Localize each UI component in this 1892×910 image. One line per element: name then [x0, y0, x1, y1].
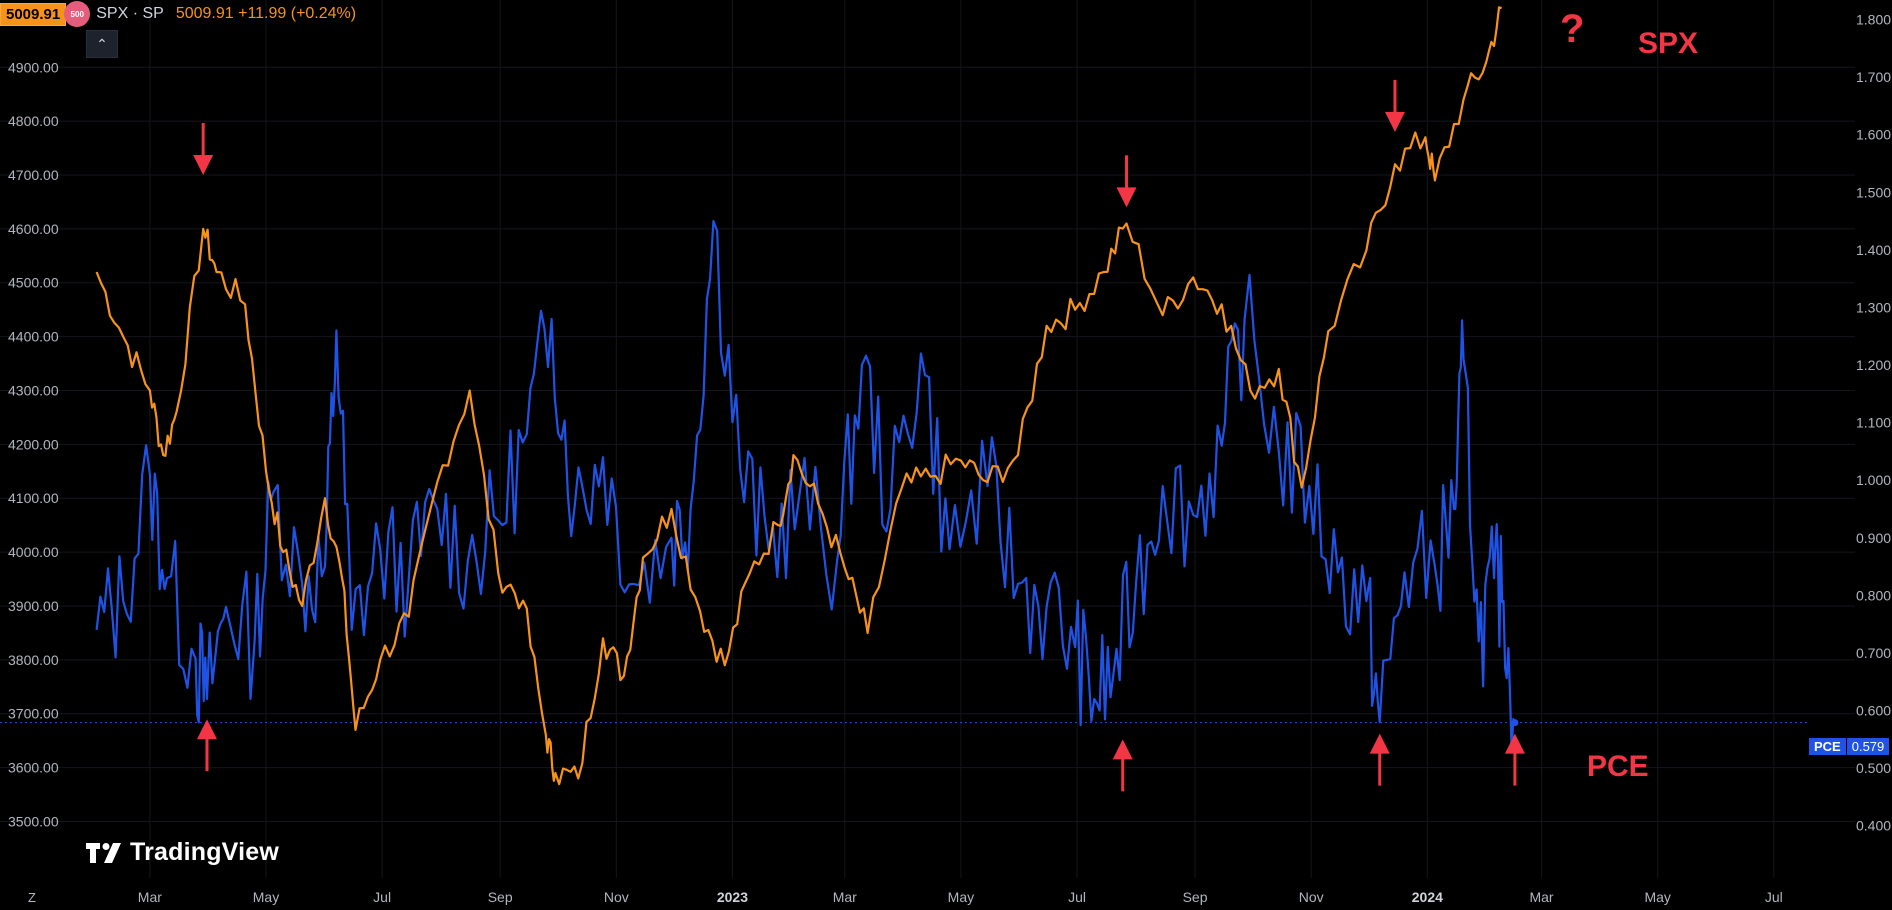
last-price-badge: 5009.91: [0, 2, 67, 26]
annotation-arrows: [193, 79, 1525, 792]
arrow-down-head-icon: [193, 155, 214, 175]
arrow-up-head-icon: [196, 719, 217, 740]
time-axis-tick-label: Jul: [1765, 889, 1783, 905]
time-axis-tick-label: May: [253, 889, 279, 905]
left-price-axis[interactable]: 3500.00 3600.00 3700.00 3800.00 3900.00 4000.…: [8, 59, 59, 829]
time-axis-tick-label: 2023: [717, 889, 748, 905]
pce-tag-value: 0.579: [1846, 737, 1890, 755]
left-axis-tick-label: 3700.00: [8, 706, 59, 722]
right-axis-tick-label: 1.000: [1856, 472, 1891, 488]
symbol-logo-icon: 500: [64, 1, 91, 27]
pce-tag-label: PCE: [1809, 737, 1846, 755]
right-axis-tick-label: 0.500: [1856, 760, 1891, 776]
left-axis-tick-label: 4100.00: [8, 490, 59, 506]
arrow-down-head-icon: [1384, 111, 1405, 132]
right-axis-tick-label: 1.600: [1856, 127, 1891, 143]
left-axis-tick-label: 3500.00: [8, 813, 59, 829]
right-axis-tick-label: 1.700: [1856, 69, 1891, 85]
arrow-up-head-icon: [1504, 733, 1525, 754]
right-axis-tick-label: 0.600: [1856, 703, 1891, 719]
time-axis-tick-label: Jul: [1068, 889, 1086, 905]
left-axis-tick-label: 3600.00: [8, 760, 59, 776]
annotation-pce: PCE: [1587, 750, 1649, 783]
grid-lines: [0, 0, 1855, 878]
right-axis-tick-label: 0.400: [1856, 818, 1891, 834]
right-axis-tick-label: 1.100: [1856, 415, 1891, 431]
tradingview-logo-text: TradingView: [130, 838, 280, 866]
pce-last-point: [1511, 719, 1519, 727]
left-axis-tick-label: 4800.00: [8, 113, 59, 129]
time-axis-tick-label: Jul: [373, 889, 391, 905]
annotation-spx: SPX: [1638, 27, 1698, 60]
annotation-question-mark: ?: [1560, 7, 1584, 51]
left-axis-tick-label: 4700.00: [8, 167, 59, 183]
right-axis-tick-label: 1.300: [1856, 299, 1891, 315]
time-axis-tick-label: May: [1644, 889, 1670, 905]
arrow-up-head-icon: [1369, 733, 1390, 754]
time-axis-tick-label: May: [948, 889, 974, 905]
tradingview-logo[interactable]: TradingView: [86, 838, 279, 867]
arrow-down-head-icon: [1116, 187, 1137, 208]
right-axis-tick-label: 0.900: [1856, 530, 1891, 546]
time-axis-tick-label: 2024: [1412, 889, 1443, 905]
arrow-up-head-icon: [1112, 739, 1133, 760]
left-axis-tick-label: 4500.00: [8, 275, 59, 291]
right-axis-tick-label: 1.400: [1856, 242, 1891, 258]
time-axis-tick-label: Sep: [1183, 889, 1208, 905]
right-axis-tick-label: 1.200: [1856, 357, 1891, 373]
time-axis-tick-label: Mar: [1529, 889, 1553, 905]
time-axis[interactable]: Mar May Jul Sep Nov 2023 Mar May Jul Sep Nov 2024 Ma…: [138, 889, 1783, 905]
left-axis-tick-label: 3900.00: [8, 598, 59, 614]
right-axis-tick-label: 1.500: [1856, 184, 1891, 200]
left-axis-tick-label: 4600.00: [8, 221, 59, 237]
pce-series-line: [95, 220, 1516, 752]
symbol-name[interactable]: SPX · SP: [96, 5, 164, 22]
time-axis-tick-label: Nov: [1299, 889, 1324, 905]
left-axis-tick-label: 4200.00: [8, 436, 59, 452]
left-axis-tick-label: 4000.00: [8, 544, 59, 560]
spx-series-line: [95, 6, 1502, 786]
left-axis-tick-label: 4300.00: [8, 382, 59, 398]
legend-header: 5009.91 500 SPX · SP 5009.91 +11.99 (+0.…: [0, 0, 356, 28]
right-axis-tick-label: 0.700: [1856, 645, 1891, 661]
time-axis-tick-label: Nov: [604, 889, 629, 905]
left-axis-tick-label: 4400.00: [8, 329, 59, 345]
tradingview-logo-icon: [86, 842, 121, 863]
left-axis-tick-label: 3800.00: [8, 652, 59, 668]
time-axis-tick-label: Mar: [833, 889, 857, 905]
symbol-last-value: 5009.91 +11.99 (+0.24%): [175, 5, 357, 22]
collapse-legend-button[interactable]: ⌃: [86, 30, 118, 58]
chevron-up-icon: ⌃: [96, 35, 108, 52]
right-axis-tick-label: 1.800: [1856, 12, 1891, 28]
left-axis-tick-label: 4900.00: [8, 59, 59, 75]
time-axis-tick-label: Mar: [138, 889, 162, 905]
right-axis-tick-label: 0.800: [1856, 587, 1891, 603]
time-axis-tick-label: Sep: [488, 889, 513, 905]
right-price-axis[interactable]: 0.400 0.500 0.600 0.700 0.800 0.900 1.000 1.100…: [1856, 12, 1891, 834]
timezone-button[interactable]: Z: [28, 890, 36, 905]
pce-price-tag: PCE 0.579: [1809, 737, 1890, 755]
